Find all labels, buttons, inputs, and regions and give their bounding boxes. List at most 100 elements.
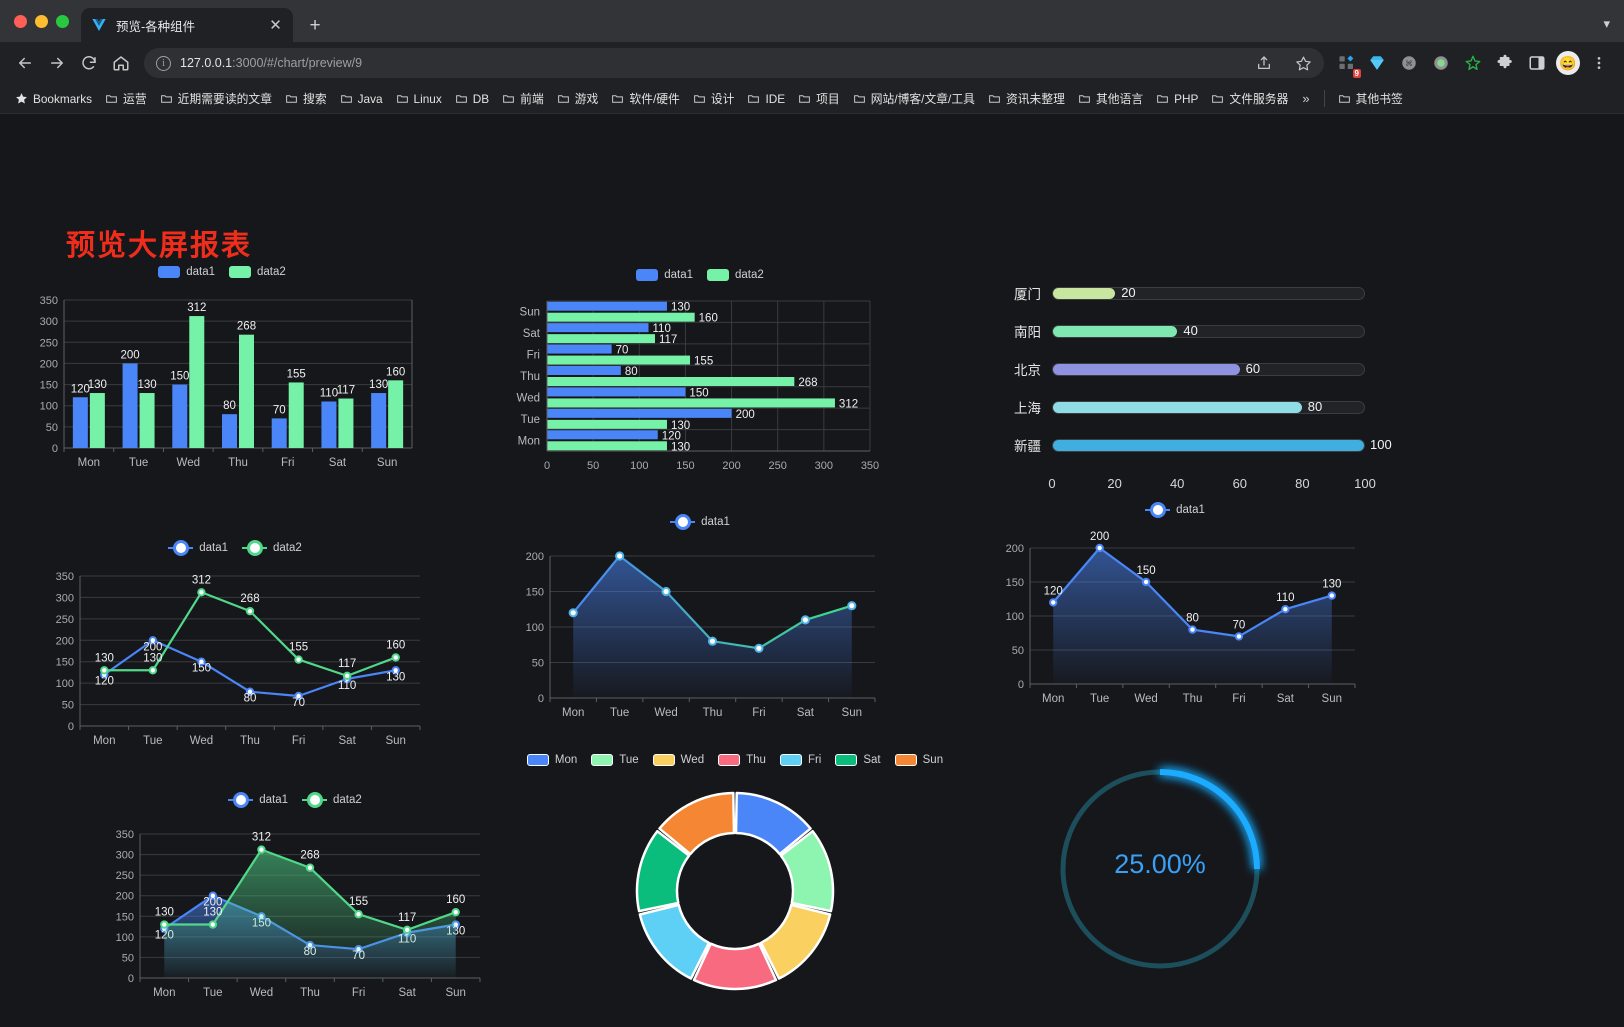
gauge-plot: [1060, 769, 1260, 969]
page-content: 预览大屏报表 data1 data2 0 50 100 150 200 250 300 350…: [0, 114, 1624, 1027]
bookmarks-manager-item[interactable]: Bookmarks: [9, 89, 98, 109]
bar: [547, 355, 691, 365]
puzzle-icon[interactable]: [1490, 48, 1520, 78]
legend-item-thu[interactable]: Thu: [718, 754, 766, 766]
legend-item-data2[interactable]: data2: [242, 542, 302, 554]
diamond-icon[interactable]: [1362, 48, 1392, 78]
donut-slice[interactable]: [638, 903, 711, 980]
new-tab-button[interactable]: +: [309, 14, 321, 36]
donut-slice[interactable]: [658, 791, 736, 856]
bookmark-folder[interactable]: 搜索: [279, 87, 333, 110]
bookmark-folder[interactable]: IDE: [741, 89, 791, 109]
donut-slice[interactable]: [635, 829, 691, 913]
share-icon[interactable]: [1249, 48, 1279, 78]
chart-text: 70: [273, 404, 286, 416]
legend-item-data2[interactable]: data2: [707, 269, 764, 281]
forward-icon[interactable]: [42, 48, 72, 78]
chart-text: 300: [815, 460, 833, 472]
bookmark-folder[interactable]: DB: [449, 89, 495, 109]
progress-track[interactable]: 60: [1052, 361, 1365, 376]
browser-tab[interactable]: 预览-各种组件 ✕: [81, 8, 293, 42]
bookmark-folder[interactable]: 其他语言: [1072, 87, 1149, 110]
extensions-grid-icon[interactable]: 9: [1334, 50, 1361, 78]
minimize-window-button[interactable]: [35, 14, 48, 28]
donut-slice[interactable]: [734, 791, 812, 856]
legend-swatch: [302, 799, 327, 801]
progress-track[interactable]: 100: [1052, 437, 1392, 452]
bookmark-folder[interactable]: 游戏: [551, 87, 605, 110]
area-fill: [164, 849, 456, 978]
address-bar[interactable]: i 127.0.0.1:3000/#/chart/preview/9: [144, 48, 1324, 78]
legend-item-data1[interactable]: data1: [670, 516, 730, 528]
legend-item-data1[interactable]: data1: [168, 542, 228, 554]
bookmark-folder[interactable]: 项目: [792, 87, 846, 110]
folder-icon: [286, 95, 297, 103]
bookmark-folder[interactable]: Linux: [390, 89, 448, 109]
legend-item-wed[interactable]: Wed: [652, 754, 704, 766]
kebab-menu-icon[interactable]: [1584, 48, 1614, 78]
bookmark-folder[interactable]: 设计: [687, 87, 741, 110]
home-icon[interactable]: [106, 48, 136, 78]
legend-item-data1[interactable]: data1: [158, 266, 215, 278]
legend-item-sun[interactable]: Sun: [894, 754, 943, 766]
bookmark-folder[interactable]: 网站/博客/文章/工具: [847, 87, 981, 110]
command-circle-icon[interactable]: ⌘: [1394, 48, 1424, 78]
legend-item-fri[interactable]: Fri: [779, 754, 821, 766]
data-point: [1327, 591, 1336, 600]
bookmarks-overflow-button[interactable]: »: [1302, 91, 1310, 106]
back-icon[interactable]: [10, 48, 40, 78]
progress-track[interactable]: 80: [1052, 399, 1365, 414]
donut-slice[interactable]: [759, 903, 832, 980]
url-text: 127.0.0.1:3000/#/chart/preview/9: [180, 56, 1240, 70]
chart-text: 250: [116, 870, 134, 882]
chart-text: Fri: [352, 987, 365, 999]
legend-item-data1[interactable]: data1: [636, 269, 693, 281]
progress-track[interactable]: 20: [1052, 285, 1365, 300]
data-point: [160, 920, 169, 929]
close-icon[interactable]: ✕: [269, 16, 282, 34]
star-icon[interactable]: [1288, 48, 1318, 78]
bookmark-folder[interactable]: PHP: [1150, 89, 1204, 109]
legend-item-data1[interactable]: data1: [1145, 504, 1205, 516]
close-window-button[interactable]: [14, 14, 27, 28]
legend-item-data2[interactable]: data2: [229, 266, 286, 278]
bookmark-label: 搜索: [303, 92, 327, 106]
legend-item-data1[interactable]: data1: [228, 794, 288, 806]
bookmark-folder[interactable]: 文件服务器: [1205, 87, 1294, 110]
chart-text: Mon: [562, 707, 584, 719]
legend-item-data2[interactable]: data2: [302, 794, 362, 806]
legend-item-sat[interactable]: Sat: [835, 754, 881, 766]
green-circle-icon[interactable]: [1426, 48, 1456, 78]
bookmark-label: 设计: [710, 92, 735, 106]
bookmark-folder[interactable]: 软件/硬件: [605, 87, 685, 110]
other-bookmarks-item[interactable]: 其他书签: [1332, 87, 1409, 110]
progress-track[interactable]: 40: [1052, 323, 1365, 338]
maximize-window-button[interactable]: [56, 14, 69, 28]
chart-text: 150: [56, 657, 74, 669]
chart-text: 250: [769, 460, 787, 472]
bookmark-label: IDE: [765, 91, 786, 106]
bookmark-folder[interactable]: 资讯未整理: [982, 87, 1071, 110]
bar: [189, 316, 205, 448]
bookmark-folder[interactable]: 前端: [496, 87, 550, 110]
chart-text: 100: [56, 678, 74, 690]
chart-text: 70: [616, 345, 629, 357]
side-panel-icon[interactable]: [1522, 48, 1552, 78]
profile-avatar[interactable]: 😄: [1556, 51, 1580, 75]
bookmark-folder[interactable]: 运营: [99, 87, 153, 110]
chevron-down-icon[interactable]: ▾: [1603, 16, 1610, 31]
site-info-icon[interactable]: i: [156, 55, 171, 71]
legend-item-tue[interactable]: Tue: [591, 754, 639, 766]
reload-icon[interactable]: [74, 48, 104, 78]
legend-item-mon[interactable]: Mon: [526, 754, 577, 766]
bookmark-label: 项目: [816, 92, 840, 106]
chart-line-gradient: data1 0 50 100 150 200 Mon Tue Wed Thu Fri Sat Sun: [505, 516, 895, 723]
chart-text: 120: [662, 430, 681, 442]
donut-slice[interactable]: [779, 829, 835, 913]
chart-text: 268: [240, 593, 259, 605]
green-star-icon[interactable]: [1458, 48, 1488, 78]
bookmark-label: 运营: [123, 92, 147, 106]
donut-slice[interactable]: [692, 942, 778, 991]
bookmark-folder[interactable]: Java: [334, 89, 389, 109]
bookmark-folder[interactable]: 近期需要读的文章: [154, 87, 278, 110]
